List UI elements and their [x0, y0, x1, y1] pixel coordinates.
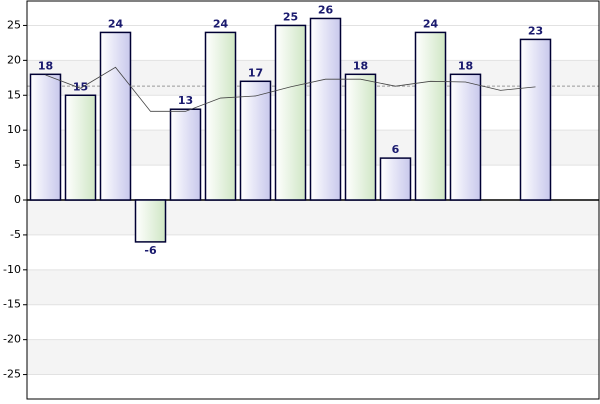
data-label: 18 [38, 59, 53, 72]
bar [274, 24, 307, 201]
data-label: 24 [213, 17, 229, 30]
bar [169, 108, 202, 201]
plot: -25 -20 -15 -10 -5 0 5 10 15 20 25 18 15 24 -6 13 24 17 25… [3, 3, 599, 381]
grid-band [27, 269, 599, 305]
bar [414, 31, 447, 201]
data-label: 24 [108, 17, 124, 30]
bar [309, 17, 342, 201]
bar [519, 38, 552, 201]
bar [134, 199, 167, 243]
y-tick-label: 25 [7, 18, 21, 31]
y-tick-label: 0 [14, 193, 21, 206]
bar [64, 94, 97, 201]
data-label: 25 [283, 10, 298, 23]
y-tick-label: -25 [3, 368, 21, 381]
data-label: 17 [248, 66, 263, 79]
data-label: 18 [353, 59, 368, 72]
y-tick-label: -5 [10, 228, 21, 241]
bar [204, 31, 237, 201]
data-label: 23 [528, 24, 543, 37]
grid-band [27, 339, 599, 375]
bar [99, 31, 132, 201]
data-label: -6 [144, 244, 157, 257]
data-label: 6 [392, 143, 400, 156]
y-tick-label: 10 [7, 123, 21, 136]
y-tick-label: 15 [7, 88, 21, 101]
y-tick-label: -20 [3, 333, 21, 346]
bar [379, 157, 412, 201]
y-tick-label: -15 [3, 298, 21, 311]
y-tick-label: 5 [14, 158, 21, 171]
bar [344, 73, 377, 201]
data-label: 15 [73, 80, 88, 93]
plot-border [26, 0, 600, 400]
data-label: 13 [178, 94, 193, 107]
data-label: 24 [423, 17, 439, 30]
data-label: 18 [458, 59, 473, 72]
y-tick-label: 20 [7, 53, 21, 66]
y-tick-label: -10 [3, 263, 21, 276]
grid-band [27, 200, 599, 235]
trend-line [45, 66, 536, 112]
data-label: 26 [318, 3, 334, 16]
bar [449, 73, 482, 201]
bar [29, 73, 62, 201]
bar [239, 80, 272, 201]
